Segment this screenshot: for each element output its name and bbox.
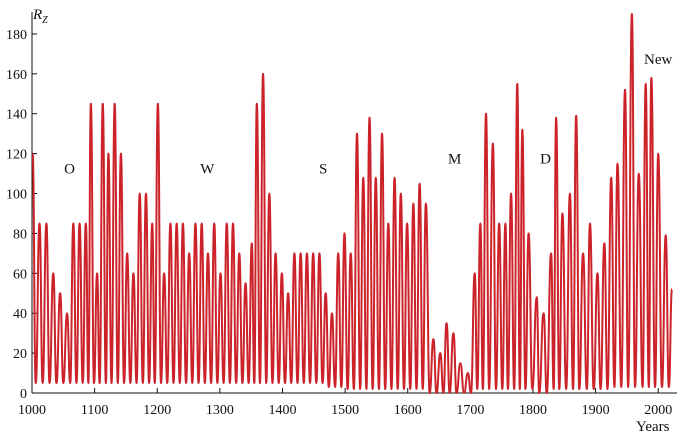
annotations: O W S M D New: [64, 52, 672, 178]
x-tick-label: 1900: [582, 403, 610, 418]
x-axis-title: Years: [636, 419, 670, 435]
annotation-label: S: [319, 162, 327, 178]
x-tick-label: 1100: [81, 403, 108, 418]
y-tick-label: 120: [6, 148, 27, 163]
x-tick-label: 1500: [331, 403, 359, 418]
x-tick-label: 1400: [268, 403, 296, 418]
y-tick-label: 60: [13, 267, 27, 282]
plot-area: [31, 13, 673, 394]
y-axis-title-sub: Z: [42, 15, 48, 26]
y-tick-label: 180: [6, 28, 27, 43]
x-tick-label: 1600: [394, 403, 422, 418]
y-tick-label: 140: [6, 108, 27, 123]
annotation-label: D: [540, 152, 551, 168]
x-tick-label: 2000: [644, 403, 672, 418]
y-axis-title: RZ: [32, 7, 48, 26]
axes: 0 20 40 60 80 100 120 140 160 180 1000 1100 1200 1300…: [6, 12, 677, 418]
y-tick-label: 40: [13, 307, 27, 322]
y-tick-label: 80: [13, 227, 27, 242]
x-tick-label: 1300: [206, 403, 234, 418]
x-tick-label: 1200: [143, 403, 171, 418]
x-tick-label: 1800: [519, 403, 547, 418]
y-tick-label: 20: [13, 347, 27, 362]
y-tick-label: 0: [20, 387, 27, 402]
y-tick-label: 100: [6, 188, 27, 203]
x-tick-label: 1000: [18, 403, 46, 418]
x-tick-label: 1700: [456, 403, 484, 418]
annotation-label: New: [644, 52, 672, 68]
annotation-label: M: [448, 152, 461, 168]
series-line: [31, 13, 673, 394]
y-axis-title-main: R: [32, 7, 42, 23]
y-tick-label: 160: [6, 68, 27, 83]
annotation-label: O: [64, 162, 75, 178]
annotation-label: W: [200, 162, 215, 178]
